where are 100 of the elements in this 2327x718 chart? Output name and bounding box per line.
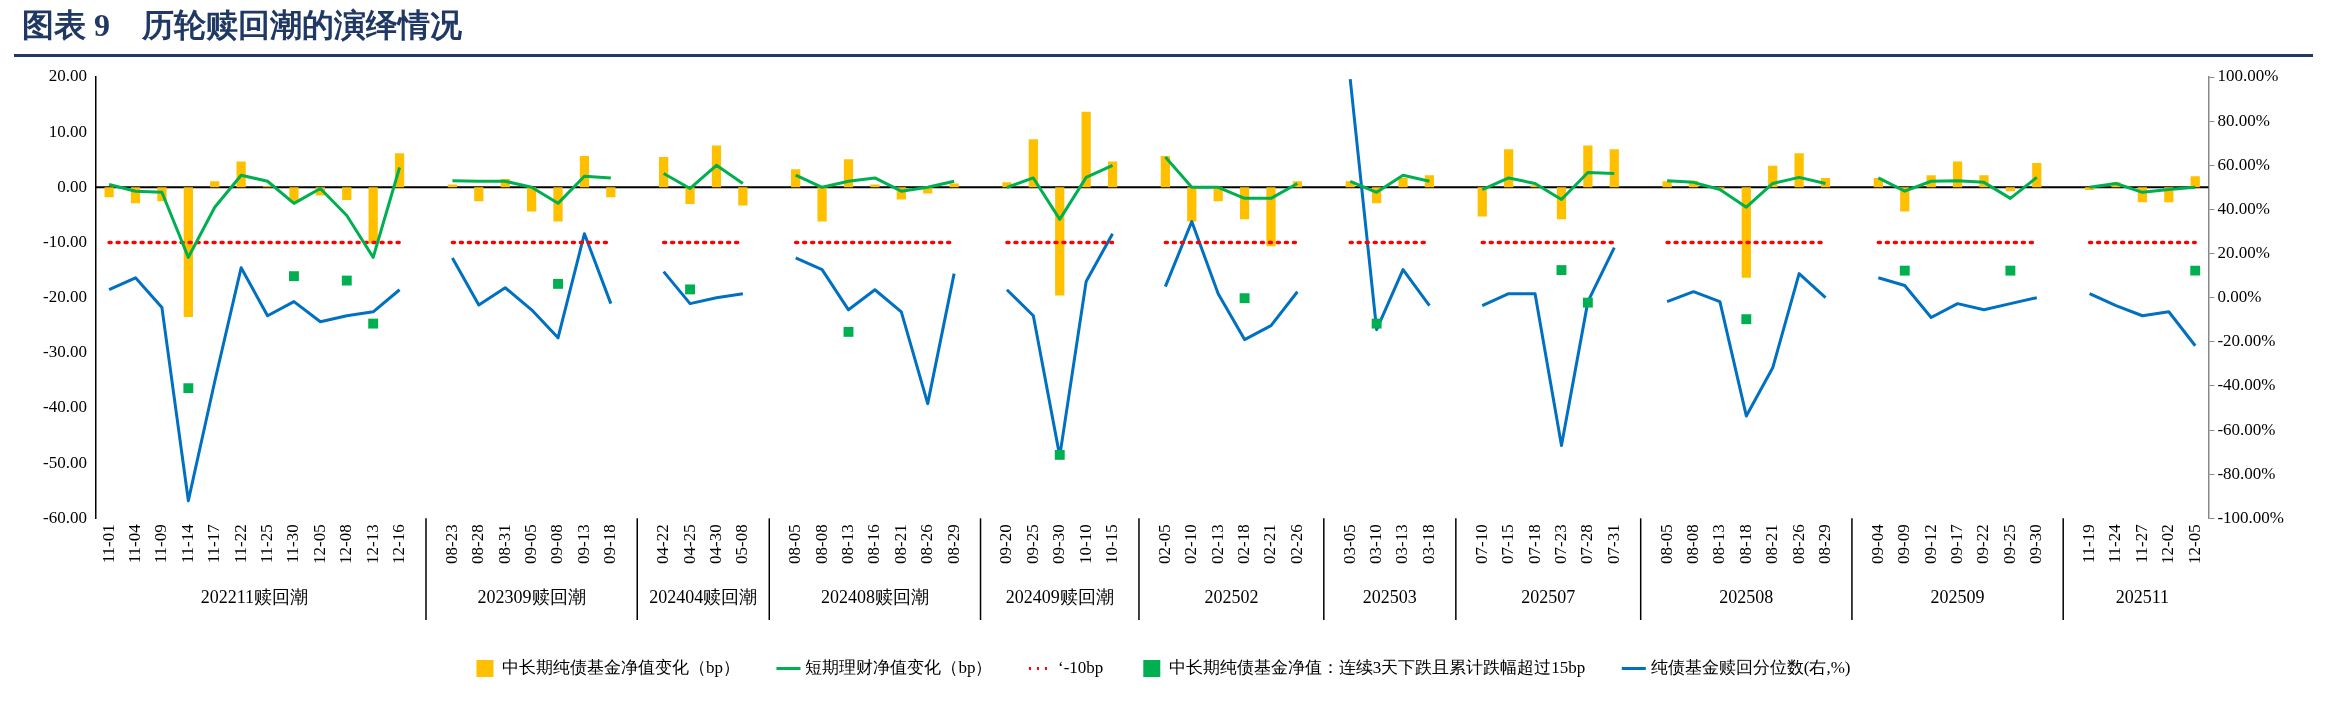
x-tick-label: 02-10 [1181, 524, 1201, 565]
x-tick-label: 03-13 [1392, 524, 1412, 565]
text: 202507 [1521, 586, 1576, 607]
x-tick-label: 07-15 [1498, 524, 1518, 565]
x-tick-label: 09-25 [1022, 524, 1042, 565]
y2-tick-label: 40.00% [2217, 198, 2270, 218]
x-tick-label: 02-13 [1207, 524, 1227, 565]
x-tick-label: 08-08 [1682, 524, 1702, 565]
x-tick-label: 07-28 [1577, 524, 1597, 565]
y2-tick-label: 20.00% [2217, 243, 2270, 262]
y-tick-label: 0.00 [57, 176, 87, 196]
y2-tick-label: -60.00% [2217, 419, 2276, 439]
x-tick-label: 09-05 [521, 524, 541, 565]
x-tick-label: 09-04 [1867, 523, 1887, 565]
text: 202211赎回潮 [200, 586, 309, 607]
x-tick-label: 02-18 [1234, 524, 1254, 565]
x-tick-label: 08-28 [468, 524, 488, 565]
x-tick-label: 08-31 [494, 524, 514, 565]
x-tick-label: 08-05 [1656, 524, 1676, 565]
x-tick-label: 07-23 [1550, 524, 1570, 565]
x-tick-label: 08-18 [1735, 524, 1755, 565]
x-tick-label: 11-22 [230, 524, 250, 564]
x-tick-label: 10-10 [1075, 524, 1095, 565]
y2-tick-label: -100.00% [2217, 507, 2285, 527]
x-tick-label: 12-02 [2158, 524, 2178, 565]
x-tick-label: 04-22 [653, 524, 673, 565]
text: 202409赎回潮 [1005, 586, 1114, 607]
x-tick-label: 04-25 [679, 524, 699, 565]
x-tick-label: 08-05 [785, 524, 805, 565]
x-tick-label: 03-18 [1418, 524, 1438, 565]
text: 202502 [1204, 586, 1259, 607]
x-tick-label: 08-26 [1788, 524, 1808, 565]
x-tick-label: 11-01 [98, 524, 118, 564]
text: 202309赎回潮 [477, 586, 586, 607]
x-tick-label: 11-17 [204, 523, 224, 564]
x-tick-label: 09-18 [600, 524, 620, 565]
legend-label: 中长期纯债基金净值变化（bp） [501, 657, 740, 677]
x-tick-label: 09-30 [2026, 524, 2046, 565]
text: 202404赎回潮 [649, 586, 758, 607]
x-tick-label: 09-17 [1947, 523, 1967, 565]
x-tick-label: 09-22 [1973, 524, 1993, 565]
chart-title: 图表 9 历轮赎回潮的演绎情况 [14, 0, 2313, 57]
x-tick-label: 02-21 [1260, 524, 1280, 565]
x-tick-label: 08-21 [890, 524, 910, 565]
text: 202408赎回潮 [820, 586, 929, 607]
x-tick-label: 09-13 [573, 524, 593, 565]
x-tick-label: 08-23 [441, 524, 461, 565]
x-tick-label: 08-08 [811, 524, 831, 565]
y2-tick-label: -80.00% [2217, 463, 2276, 483]
y-tick-label: 10.00 [48, 121, 87, 141]
x-tick-label: 04-30 [705, 524, 725, 565]
y2-tick-label: 60.00% [2217, 154, 2270, 174]
y-tick-label: -40.00 [42, 397, 87, 417]
x-tick-label: 07-31 [1603, 524, 1623, 565]
text: 202508 [1719, 586, 1774, 607]
y2-tick-label: 0.00% [2217, 287, 2262, 307]
y2-tick-label: -40.00% [2217, 375, 2276, 395]
x-tick-label: 09-25 [1999, 524, 2019, 565]
x-tick-label: 11-19 [2079, 524, 2099, 564]
y-tick-label: -10.00 [42, 231, 87, 251]
x-tick-label: 11-14 [177, 523, 197, 564]
x-tick-label: 09-20 [996, 524, 1016, 565]
x-tick-label: 11-27 [2131, 523, 2151, 564]
legend-label: 短期理财净值变化（bp） [805, 657, 993, 677]
x-tick-label: 08-29 [943, 524, 963, 565]
x-tick-label: 11-09 [151, 524, 171, 564]
legend-label: 纯债基金赎回分位数(右,%) [1650, 657, 1851, 677]
y-tick-label: -20.00 [42, 287, 87, 307]
x-tick-label: 11-25 [257, 524, 277, 564]
x-tick-label: 02-05 [1154, 524, 1174, 565]
text: 202503 [1362, 586, 1417, 607]
x-tick-label: 02-26 [1286, 524, 1306, 565]
text: 202509 [1930, 586, 1985, 607]
x-tick-label: 08-29 [1815, 524, 1834, 565]
y-tick-label: -50.00 [42, 452, 87, 472]
x-tick-label: 08-13 [1709, 524, 1729, 565]
x-tick-label: 03-10 [1366, 524, 1386, 565]
x-tick-label: 11-24 [2105, 523, 2125, 564]
x-tick-label: 09-09 [1894, 524, 1914, 565]
x-tick-label: 09-12 [1920, 524, 1940, 565]
x-tick-label: 11-04 [124, 523, 144, 564]
y2-tick-label: 100.00% [2217, 66, 2279, 86]
x-tick-label: 08-26 [917, 524, 937, 565]
y2-tick-label: 80.00% [2217, 110, 2270, 130]
x-tick-label: 10-15 [1102, 524, 1122, 565]
text: 202511 [2115, 586, 2170, 607]
x-tick-label: 12-16 [389, 524, 409, 565]
x-tick-label: 11-30 [283, 524, 303, 564]
x-tick-label: 09-30 [1049, 524, 1069, 565]
x-tick-label: 03-05 [1339, 524, 1359, 565]
x-tick-label: 05-08 [732, 524, 752, 565]
y2-tick-label: -20.00% [2217, 331, 2276, 351]
x-tick-label: 07-18 [1524, 524, 1544, 565]
legend-label: ‘-10bp [1057, 657, 1104, 677]
x-tick-label: 08-21 [1762, 524, 1782, 565]
legend-label: 中长期纯债基金净值：连续3天下跌且累计跌幅超过15bp [1168, 657, 1586, 677]
x-tick-label: 09-08 [547, 524, 567, 565]
x-tick-label: 08-13 [837, 524, 857, 565]
x-tick-label: 12-05 [2184, 524, 2204, 565]
y-tick-label: 20.00 [48, 66, 87, 86]
